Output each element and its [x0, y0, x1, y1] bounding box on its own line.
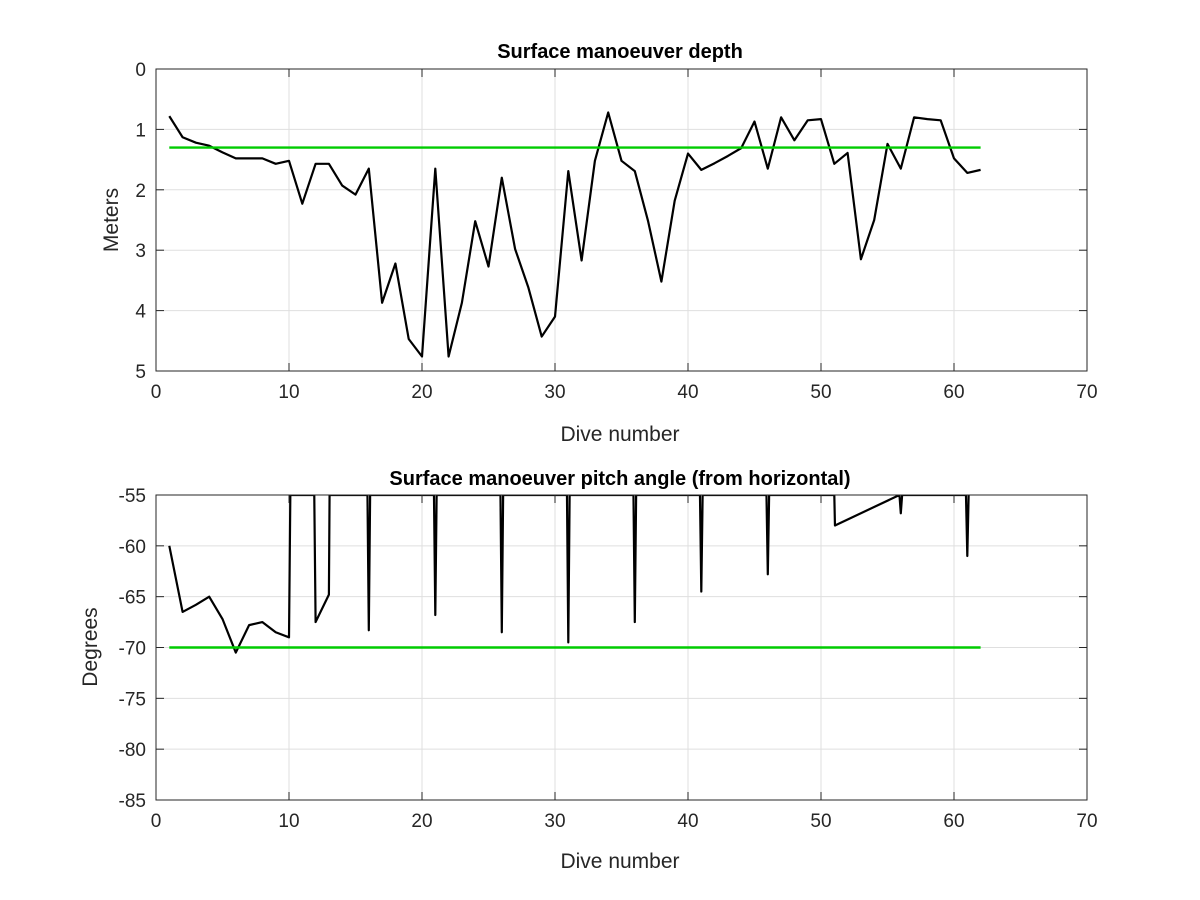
x-tick-label: 20 — [411, 382, 432, 403]
x-tick-label: 60 — [943, 811, 964, 832]
y-tick-label: -55 — [119, 486, 146, 507]
x-tick-label: 50 — [810, 382, 831, 403]
y-tick-label: -75 — [119, 689, 146, 710]
x-tick-label: 50 — [810, 811, 831, 832]
pitch-title: Surface manoeuver pitch angle (from hori… — [389, 468, 850, 490]
y-tick-label: 2 — [135, 181, 146, 202]
y-tick-label: 1 — [135, 120, 146, 141]
y-tick-label: -65 — [119, 588, 146, 609]
x-tick-label: 60 — [943, 382, 964, 403]
x-tick-label: 70 — [1076, 382, 1097, 403]
pitch-ylabel: Degrees — [79, 607, 102, 686]
y-tick-label: -70 — [119, 639, 146, 660]
y-tick-label: 0 — [135, 60, 146, 81]
x-tick-label: 30 — [544, 382, 565, 403]
x-tick-label: 30 — [544, 811, 565, 832]
pitch-axes: Surface manoeuver pitch angle (from hori… — [79, 468, 1098, 873]
y-tick-label: 5 — [135, 362, 146, 383]
depth-ylabel: Meters — [100, 188, 123, 252]
x-tick-label: 0 — [151, 382, 162, 403]
y-tick-label: -60 — [119, 537, 146, 558]
x-tick-label: 70 — [1076, 811, 1097, 832]
y-tick-label: -80 — [119, 740, 146, 761]
axes-box — [155, 68, 1088, 372]
plot-area: 0 10 20 30 40 50 60 70 -55 -60 -65 -70 -75 -80 -85 — [119, 486, 1098, 832]
plot-area: 0 10 20 30 40 50 60 70 0 1 2 3 4 5 — [135, 60, 1097, 403]
y-tick-label: -85 — [119, 791, 146, 812]
x-tick-label: 20 — [411, 811, 432, 832]
x-tick-label: 0 — [151, 811, 162, 832]
depth-axes: Surface manoeuver depth Dive number Mete… — [100, 41, 1098, 446]
depth-title: Surface manoeuver depth — [497, 41, 743, 63]
x-tick-label: 40 — [677, 811, 698, 832]
y-tick-label: 3 — [135, 241, 146, 262]
x-tick-label: 10 — [278, 382, 299, 403]
depth-xlabel: Dive number — [560, 423, 679, 446]
x-tick-label: 10 — [278, 811, 299, 832]
data-series-line — [168, 111, 981, 358]
y-tick-label: 4 — [135, 302, 146, 323]
x-tick-label: 40 — [677, 382, 698, 403]
data-series-line — [168, 495, 970, 654]
pitch-xlabel: Dive number — [560, 850, 679, 873]
